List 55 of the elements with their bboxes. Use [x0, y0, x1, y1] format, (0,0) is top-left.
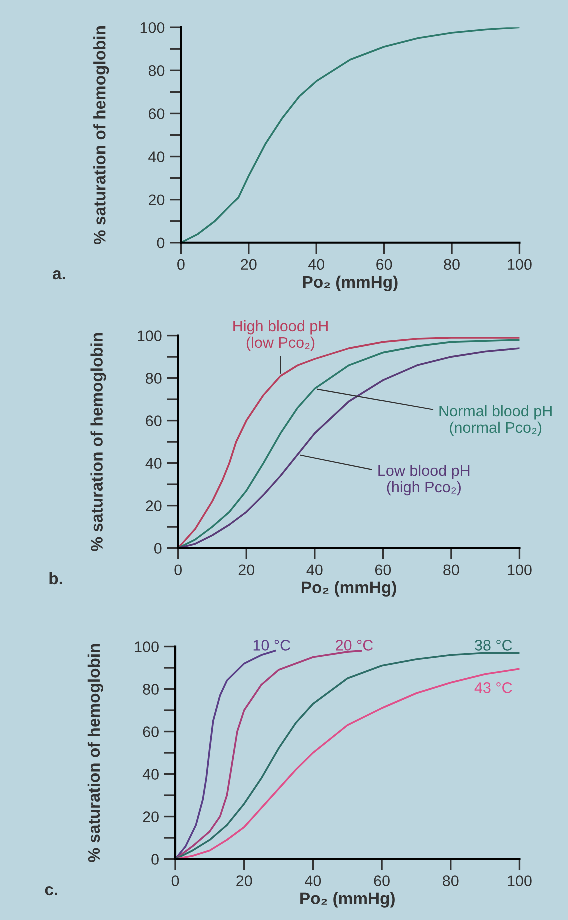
y-axis-title: % saturation of hemoglobin	[88, 644, 104, 862]
line-series	[176, 650, 362, 860]
x-tick-label: 20	[236, 876, 252, 886]
x-tick-label: 40	[305, 876, 322, 886]
y-axis-title: % saturation of hemoglobin	[94, 26, 110, 245]
y-axis-title: % saturation of hemoglobin	[90, 333, 106, 552]
y-tick-label: 100	[140, 22, 165, 34]
text: c.	[45, 886, 58, 896]
y-tick-label: 0	[154, 543, 162, 554]
x-axis-title: Po₂ (mmHg)	[303, 276, 398, 292]
series-label: 43 °C	[474, 682, 512, 694]
y-tick-label: 100	[135, 642, 159, 652]
y-tick-label: 80	[143, 684, 159, 695]
y-tick-label: 20	[143, 812, 159, 822]
y-tick-label: 80	[148, 66, 165, 76]
y-tick-label: 80	[146, 373, 162, 384]
y-tick-label: 40	[146, 458, 162, 469]
series-label: 20 °C	[336, 640, 374, 651]
x-tick-label: 80	[444, 259, 460, 270]
series-label: 10 °C	[254, 640, 290, 651]
x-tick-label: 0	[174, 564, 182, 576]
series-label: 38 °C	[475, 640, 512, 651]
x-tick-label: 100	[508, 564, 532, 576]
x-tick-label: 100	[508, 259, 532, 270]
x-tick-label: 60	[376, 259, 392, 270]
x-tick-label: 0	[178, 259, 185, 270]
x-tick-label: 60	[375, 564, 392, 576]
x-tick-label: 80	[443, 876, 459, 886]
y-tick-label: 0	[157, 238, 165, 249]
x-tick-label: 100	[508, 876, 532, 886]
y-tick-label: 20	[146, 500, 162, 512]
text: a.	[53, 270, 66, 280]
x-tick-label: 20	[238, 564, 255, 576]
x-tick-label: 80	[444, 564, 460, 576]
line-series	[176, 650, 276, 860]
y-tick-label: 100	[138, 330, 162, 342]
x-tick-label: 40	[308, 259, 325, 270]
series-label: High blood pH (low Pco₂)	[234, 320, 328, 352]
line-series	[181, 28, 520, 243]
x-axis-title: Po₂ (mmHg)	[302, 581, 396, 597]
x-tick-label: 20	[241, 259, 257, 270]
y-tick-label: 40	[142, 769, 159, 780]
y-tick-label: 20	[148, 194, 165, 206]
x-tick-label: 0	[172, 876, 180, 886]
y-tick-label: 60	[149, 108, 165, 120]
y-tick-label: 40	[148, 152, 165, 162]
y-tick-label: 60	[143, 726, 159, 738]
x-axis-title: Po₂ (mmHg)	[300, 892, 395, 908]
x-tick-label: 40	[306, 564, 323, 576]
y-tick-label: 60	[146, 416, 162, 426]
text: b.	[50, 572, 62, 585]
y-tick-label: 0	[152, 854, 159, 865]
text: Normal blood pH (normal Pco₂)	[440, 405, 552, 436]
x-tick-label: 60	[374, 876, 390, 886]
text: Low blood pH (high Pco₂)	[378, 464, 470, 496]
